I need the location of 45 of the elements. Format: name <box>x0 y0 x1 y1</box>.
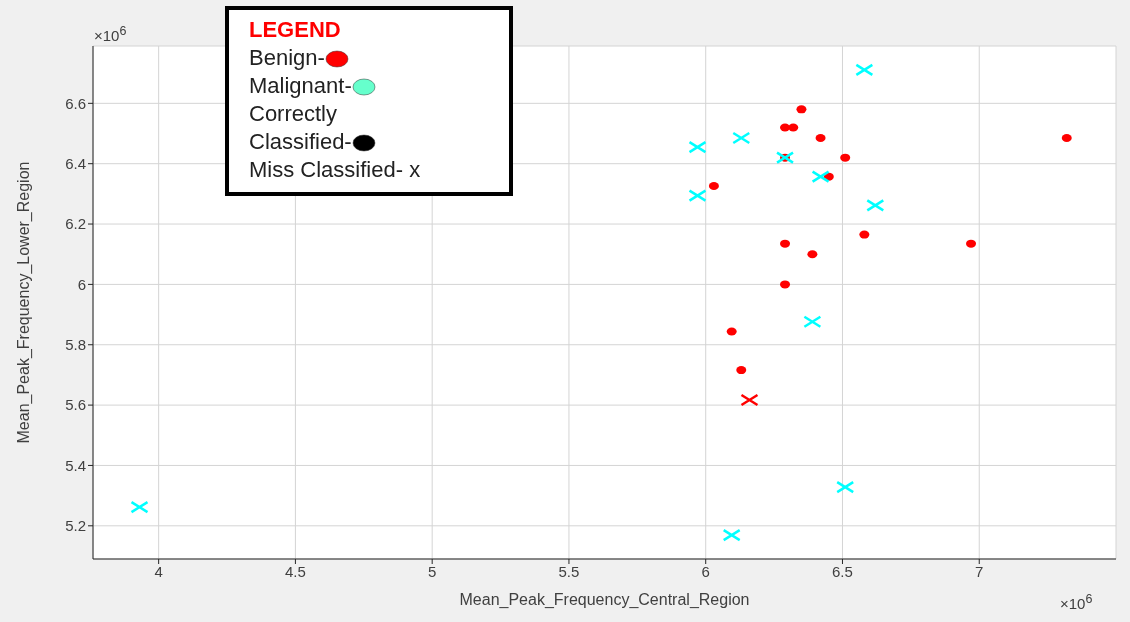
point <box>732 131 751 145</box>
x-tick-label: 4 <box>154 562 163 580</box>
annotation: Correctly Classified- <box>249 101 352 154</box>
y-tick-label: 6 <box>77 275 86 293</box>
y-tick-label: 5.2 <box>65 517 86 535</box>
point <box>688 140 707 154</box>
x-axis-title: Mean_Peak_Frequency_Central_Region <box>459 591 750 609</box>
point <box>840 153 851 162</box>
legend-title: LEGEND <box>249 16 342 44</box>
y-tick-label: 5.8 <box>65 336 86 354</box>
point <box>966 239 977 248</box>
y-axis-title: Mean_Peak_Frequency_Lower_Region <box>14 161 33 444</box>
x-tick-label: 5 <box>428 562 437 580</box>
text: ×10$^{6}$ <box>94 24 127 44</box>
point <box>1061 134 1072 143</box>
x-tick-label: 6.5 <box>832 562 853 580</box>
point <box>780 280 791 289</box>
point <box>835 480 855 494</box>
annotation: Miss Classified- x <box>249 157 421 182</box>
point <box>130 500 149 514</box>
y-tick-label: 5.6 <box>65 396 86 414</box>
x-tick-label: 5.5 <box>558 562 580 580</box>
point <box>815 134 826 143</box>
y-tick-label: 5.4 <box>65 456 86 474</box>
point <box>807 250 818 259</box>
y-tick-label: 6.6 <box>65 94 86 112</box>
point <box>726 327 737 336</box>
x-tick-label: 6 <box>701 562 710 580</box>
point <box>859 230 870 239</box>
text: ×10$^{6}$ <box>1060 592 1093 612</box>
x-tick-label: 7 <box>975 562 984 580</box>
point <box>736 366 747 375</box>
point <box>796 105 807 114</box>
point <box>780 239 791 248</box>
y-tick-label: 6.2 <box>65 215 86 233</box>
point <box>708 182 719 191</box>
point <box>722 528 741 542</box>
point <box>803 315 822 329</box>
annotation: Malignant- <box>249 73 352 98</box>
x-tick-label: 4.5 <box>284 562 306 580</box>
point <box>740 393 759 407</box>
point <box>788 123 799 132</box>
point <box>855 63 874 77</box>
y-tick-label: 6.4 <box>65 155 86 173</box>
annotation: Benign- <box>249 45 325 70</box>
